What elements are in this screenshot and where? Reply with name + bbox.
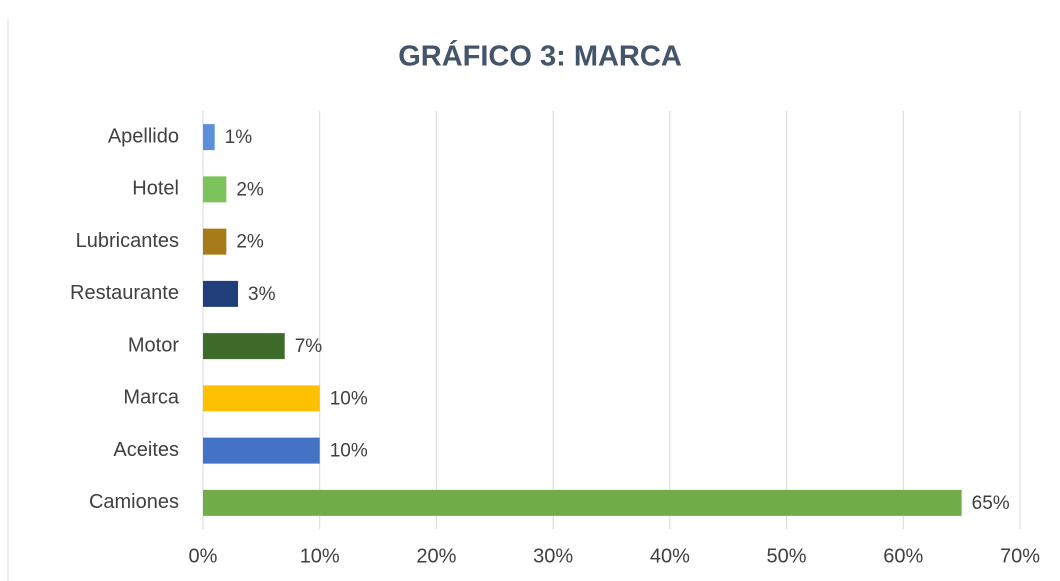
x-tick-label: 0%: [189, 545, 218, 567]
x-tick-label: 50%: [767, 545, 807, 567]
data-label: 10%: [330, 388, 368, 409]
bar: [203, 385, 320, 412]
x-tick-label: 70%: [1000, 545, 1040, 567]
x-tick-label: 30%: [533, 545, 573, 567]
y-tick-label: Aceites: [113, 439, 179, 461]
data-label: 3%: [248, 284, 276, 305]
x-tick-label: 10%: [300, 545, 340, 567]
data-label: 2%: [236, 179, 264, 200]
x-tick-label: 20%: [416, 545, 456, 567]
bar: [203, 437, 320, 464]
data-label: 2%: [236, 232, 264, 253]
y-tick-label: Hotel: [132, 178, 179, 200]
data-label: 7%: [295, 336, 323, 357]
x-tick-label: 40%: [650, 545, 690, 567]
data-label: 1%: [225, 127, 253, 148]
bar: [203, 333, 285, 360]
bar: [203, 280, 239, 307]
y-tick-label: Restaurante: [70, 282, 179, 304]
bar: [203, 124, 215, 151]
bar: [203, 228, 227, 255]
y-tick-label: Camiones: [89, 491, 179, 513]
y-tick-label: Apellido: [108, 125, 179, 147]
chart-title: GRÁFICO 3: MARCA: [398, 39, 682, 73]
data-label: 65%: [972, 493, 1010, 514]
bar: [203, 489, 962, 516]
y-tick-label: Marca: [123, 387, 179, 409]
data-label: 10%: [330, 441, 368, 462]
x-tick-label: 60%: [883, 545, 923, 567]
bar: [203, 176, 227, 203]
y-tick-label: Lubricantes: [76, 230, 179, 252]
y-tick-label: Motor: [128, 334, 179, 356]
